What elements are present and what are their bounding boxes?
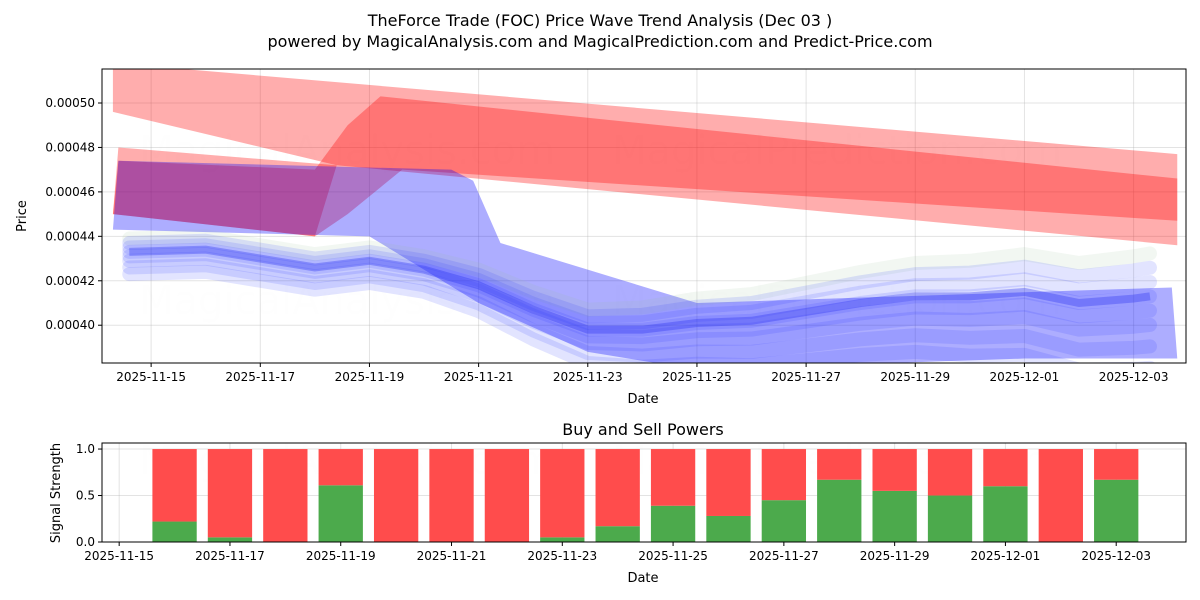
x-tick-label: 2025-11-15 [116, 370, 186, 384]
sell-bar [207, 449, 253, 538]
x-tick-label: 2025-11-27 [771, 370, 841, 384]
bar-title: Buy and Sell Powers [562, 420, 724, 439]
sell-bar [927, 449, 973, 496]
sell-bar [263, 449, 308, 542]
y-tick-label: 0.00044 [45, 229, 95, 243]
sell-bar [373, 449, 419, 542]
wave-line [122, 247, 1157, 345]
main-subtitle: powered by MagicalAnalysis.com and Magic… [267, 32, 932, 51]
x-tick-label: 2025-11-25 [662, 370, 732, 384]
y-tick-label: 0.0 [76, 535, 95, 549]
buy-bar [152, 521, 197, 542]
x-tick-label: 2025-11-27 [749, 549, 819, 563]
buy-bar [706, 515, 751, 542]
x-tick-label: 2025-11-21 [417, 549, 487, 563]
bar-xlabel: Date [627, 571, 658, 586]
blue-band [112, 160, 1178, 363]
buy-bar [983, 486, 1028, 542]
sell-bar [429, 449, 474, 542]
y-tick-label: 0.00046 [45, 185, 95, 199]
axes-frame [101, 442, 1187, 543]
x-tick-label: 2025-12-01 [990, 370, 1060, 384]
bar-ylabel: Signal Strength [49, 443, 64, 543]
x-tick-label: 2025-11-23 [527, 549, 597, 563]
red-band-upper [112, 69, 1178, 246]
sell-bar [706, 449, 751, 516]
wave-line [122, 229, 1157, 317]
plot-area [112, 69, 1178, 363]
wave-line [122, 242, 1157, 337]
x-tick-label: 2025-12-03 [1081, 549, 1151, 563]
sell-bar [761, 449, 807, 501]
buy-bar [650, 505, 696, 542]
main-xlabel: Date [627, 392, 658, 407]
main-title: TheForce Trade (FOC) Price Wave Trend An… [367, 11, 833, 30]
sell-bar [152, 449, 197, 522]
plot-area [152, 449, 1139, 542]
red-band-lower [112, 147, 337, 237]
sell-bar [540, 449, 585, 538]
y-tick-label: 0.00048 [45, 140, 95, 154]
wave-line [122, 264, 1156, 363]
sell-bar [1094, 449, 1139, 480]
x-tick-label: 2025-11-17 [225, 370, 295, 384]
x-tick-label: 2025-11-25 [638, 549, 708, 563]
wave-line [122, 233, 1157, 324]
x-tick-label: 2025-11-19 [306, 549, 376, 563]
buy-bar [817, 479, 862, 542]
sell-bar [1038, 449, 1083, 542]
wave-line [122, 258, 1157, 363]
y-tick-label: 0.00040 [45, 318, 95, 332]
x-tick-label: 2025-11-21 [444, 370, 514, 384]
buy-bar [207, 537, 253, 542]
sell-bar [983, 449, 1028, 487]
x-tick-label: 2025-11-19 [335, 370, 405, 384]
sell-bar [650, 449, 696, 506]
wave-line [122, 238, 1157, 330]
red-band-core [112, 96, 1178, 237]
main-ylabel: Price [15, 200, 30, 232]
y-tick-label: 0.5 [76, 489, 95, 503]
y-tick-label: 0.00042 [45, 274, 95, 288]
y-tick-label: 1.0 [76, 442, 95, 456]
buy-bar [927, 495, 973, 542]
x-tick-label: 2025-11-29 [880, 370, 950, 384]
buy-bar [761, 500, 807, 542]
buy-bar [1094, 479, 1139, 542]
buy-bar [318, 485, 363, 542]
axes-frame [101, 68, 1187, 364]
sell-bar [872, 449, 917, 491]
sell-bar [318, 449, 363, 486]
y-tick-label: 0.00050 [45, 96, 95, 110]
sell-bar [595, 449, 640, 527]
buy-bar [872, 490, 917, 542]
x-tick-label: 2025-12-03 [1099, 370, 1169, 384]
buy-bar [540, 537, 585, 542]
x-tick-label: 2025-11-23 [553, 370, 623, 384]
sell-bar [817, 449, 862, 480]
x-tick-label: 2025-11-17 [195, 549, 265, 563]
x-tick-label: 2025-12-01 [971, 549, 1041, 563]
x-tick-label: 2025-11-15 [84, 549, 154, 563]
wave-line [122, 251, 1157, 352]
sell-bar [484, 449, 530, 542]
buy-bar [595, 526, 640, 542]
x-tick-label: 2025-11-29 [860, 549, 930, 563]
wave-core-line [129, 245, 1151, 334]
